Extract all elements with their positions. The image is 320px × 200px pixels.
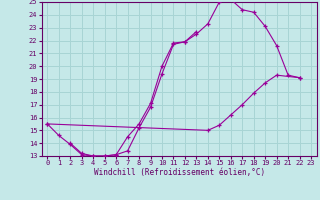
X-axis label: Windchill (Refroidissement éolien,°C): Windchill (Refroidissement éolien,°C) bbox=[94, 168, 265, 177]
